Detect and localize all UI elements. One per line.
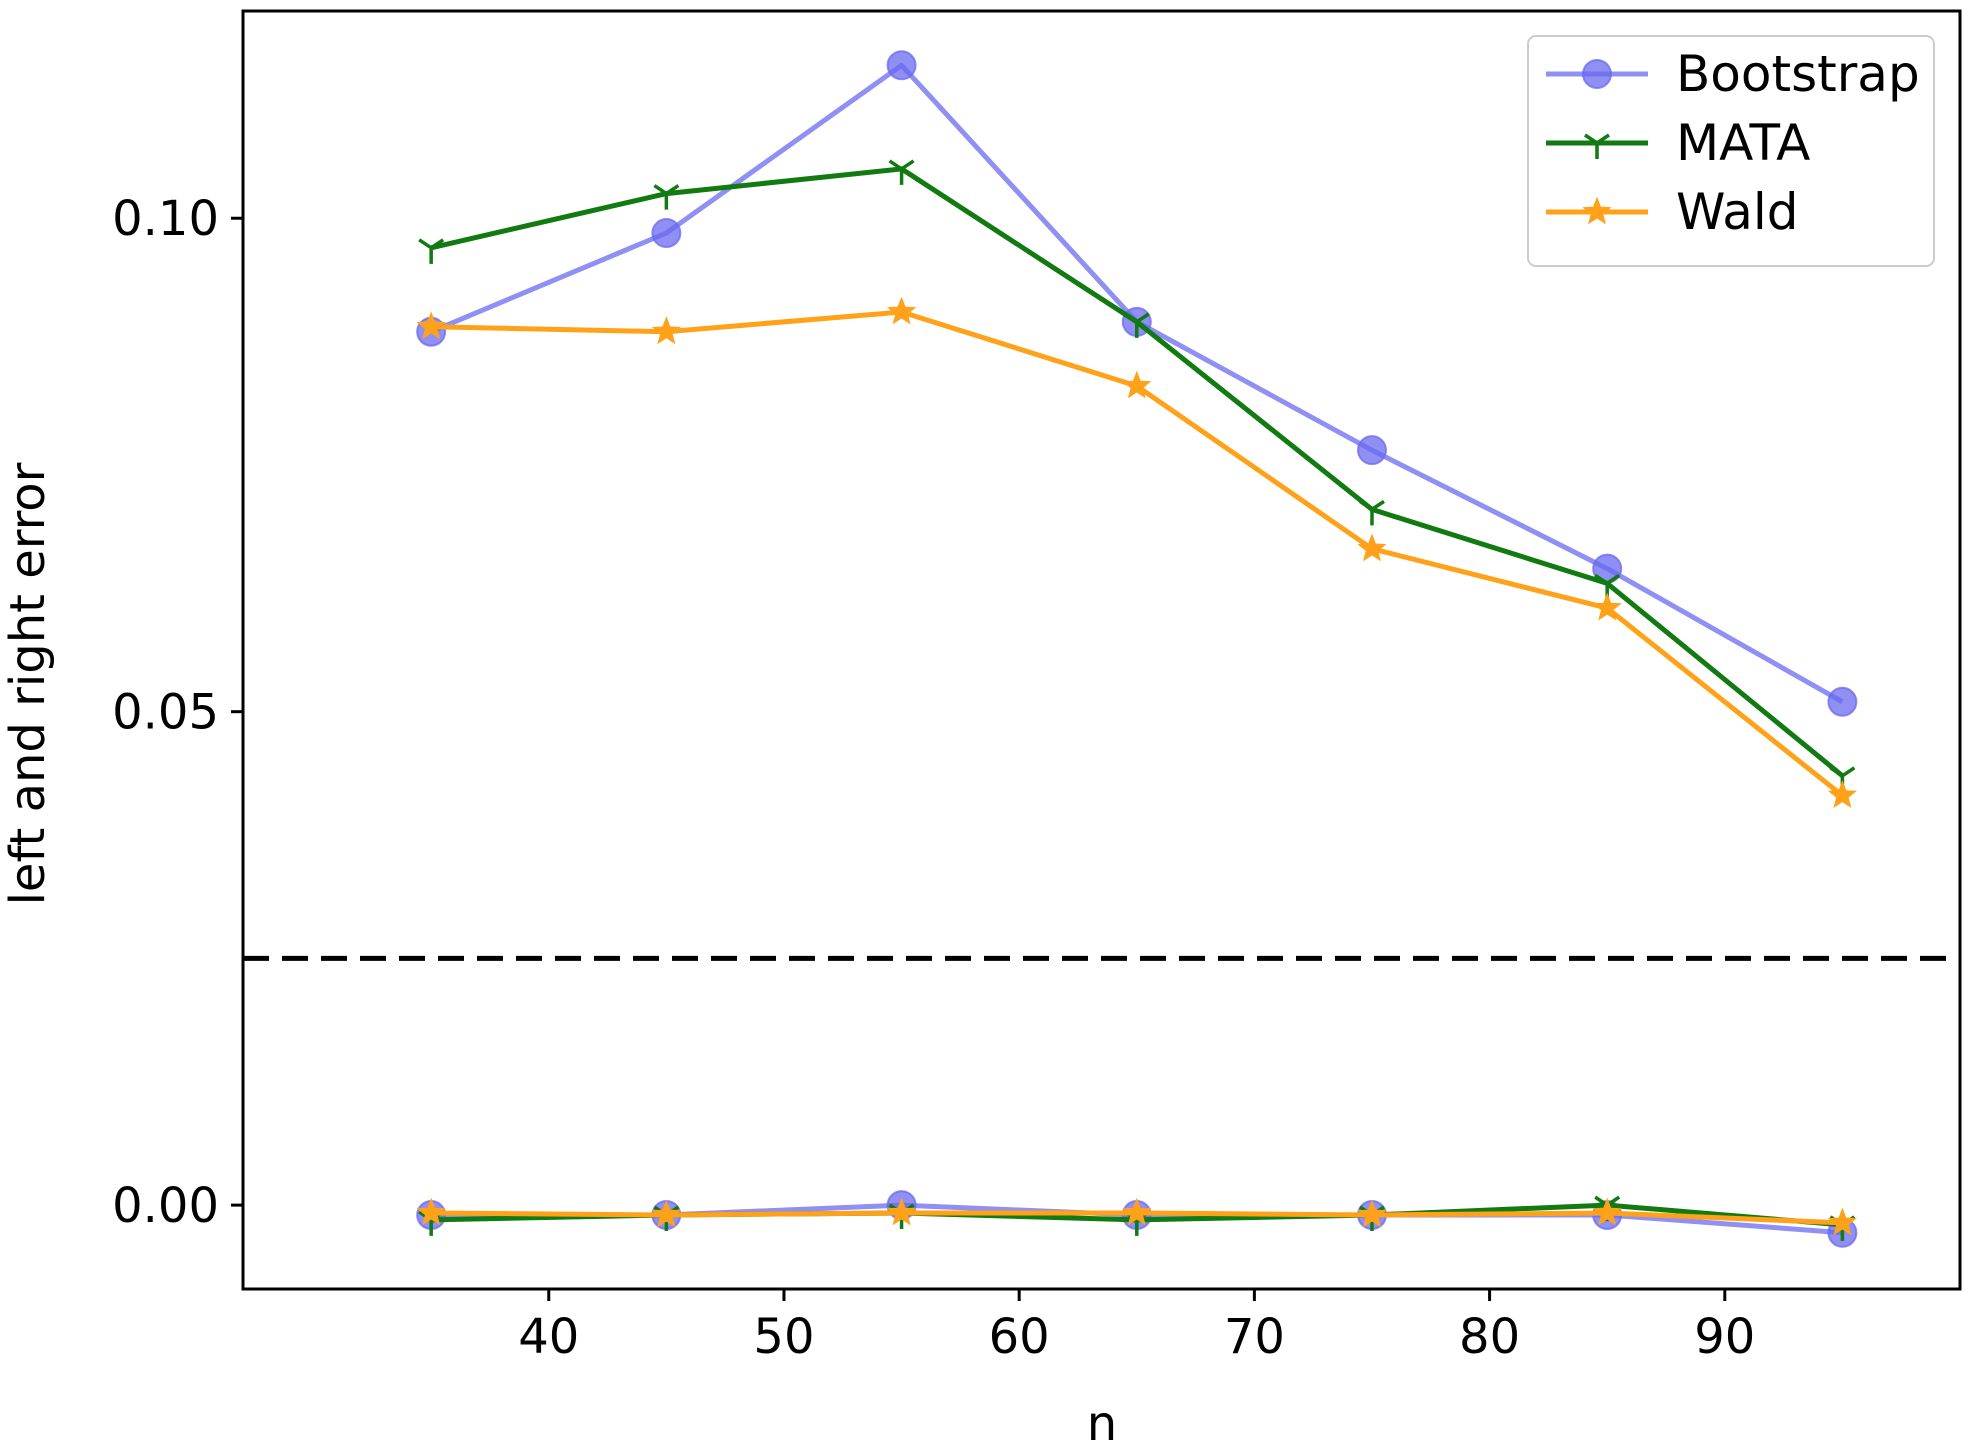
data-point-wald-upper: [1827, 780, 1858, 809]
x-axis-ticks: 40 50 60 70 80 90: [518, 1289, 1755, 1365]
x-tick-label: 60: [989, 1309, 1050, 1365]
y-tick-label: 0.05: [112, 685, 219, 741]
data-point-mata-upper: [888, 159, 915, 185]
data-point-wald-lower: [651, 1199, 682, 1228]
legend-label: Bootstrap: [1676, 45, 1920, 103]
legend-item-mata: MATA: [1546, 114, 1810, 172]
series-wald-upper: [416, 296, 1858, 809]
legend-label: MATA: [1676, 114, 1810, 172]
x-tick-label: 40: [518, 1309, 579, 1365]
legend: Bootstrap MATA Wald: [1527, 35, 1935, 267]
legend-marker: [1582, 59, 1612, 89]
data-point-wald-upper: [651, 316, 682, 345]
data-point-bootstrap-upper: [1356, 435, 1387, 466]
x-axis-label: n: [1087, 1396, 1117, 1452]
data-point-wald-upper: [1122, 370, 1152, 399]
y-tick-label: 0.00: [112, 1178, 219, 1234]
data-point-wald-upper: [886, 296, 917, 325]
y-axis-label: left and right error: [0, 462, 56, 905]
data-point-bootstrap-upper: [886, 50, 917, 81]
y-tick-label: 0.10: [112, 191, 219, 247]
data-point-bootstrap-upper: [1827, 686, 1858, 717]
series-layer: [416, 50, 1858, 1248]
y-axis-ticks: 0.00 0.05 0.10: [112, 191, 243, 1234]
data-point-mata-upper: [418, 238, 445, 264]
data-point-wald-upper: [416, 311, 446, 340]
data-point-mata-upper: [1123, 312, 1150, 338]
legend-marker: [1582, 196, 1612, 225]
x-tick-label: 50: [753, 1309, 814, 1365]
data-point-bootstrap-upper: [651, 218, 682, 249]
legend-item-bootstrap: Bootstrap: [1546, 45, 1920, 103]
data-point-wald-lower: [886, 1197, 917, 1226]
data-point-wald-lower: [1592, 1197, 1622, 1226]
data-point-wald-lower: [1827, 1207, 1858, 1236]
legend-marker: [1584, 133, 1610, 159]
legend-box: [1527, 35, 1935, 267]
x-tick-label: 90: [1694, 1309, 1755, 1365]
data-point-wald-lower: [1357, 1199, 1387, 1228]
legend-item-wald: Wald: [1546, 183, 1799, 241]
data-point-wald-upper: [1357, 533, 1387, 562]
data-point-mata-upper: [653, 184, 680, 210]
series-wald-lower: [416, 1197, 1858, 1236]
data-point-wald-upper: [1592, 592, 1622, 621]
data-point-wald-lower: [1122, 1197, 1152, 1226]
data-point-mata-upper: [1359, 499, 1385, 526]
x-tick-label: 70: [1224, 1309, 1285, 1365]
plot-frame: [241, 9, 1962, 1291]
data-point-wald-lower: [416, 1197, 446, 1226]
legend-label: Wald: [1676, 183, 1799, 241]
x-tick-label: 80: [1459, 1309, 1520, 1365]
